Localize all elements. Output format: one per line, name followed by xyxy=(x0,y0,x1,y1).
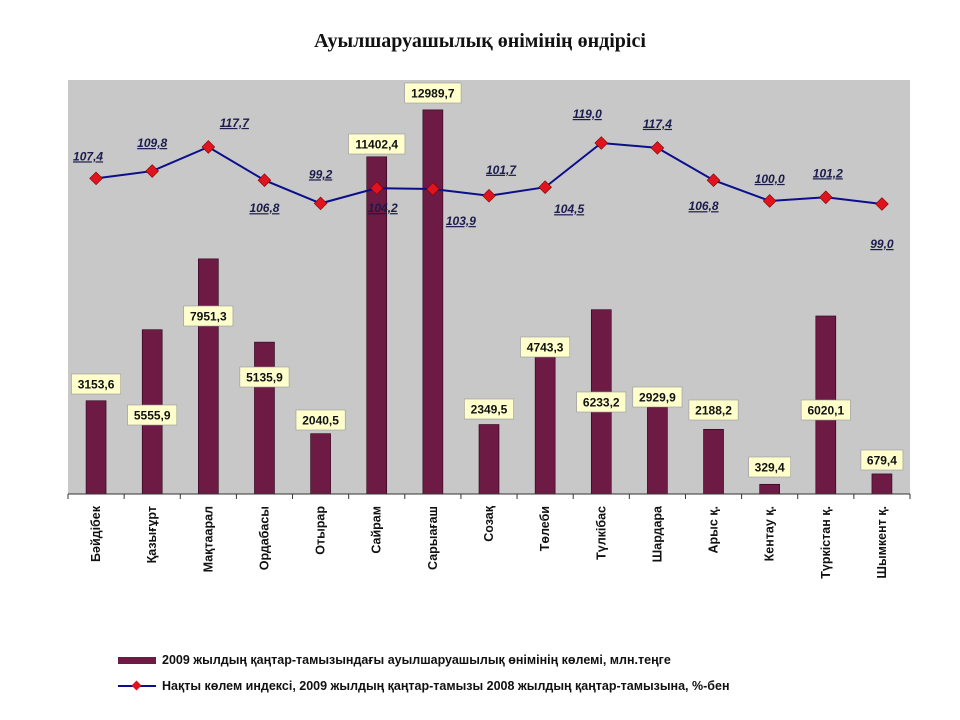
line-data-label: 99,2 xyxy=(309,167,333,181)
line-marker xyxy=(819,190,833,205)
line-marker xyxy=(145,164,159,178)
line-marker xyxy=(482,188,496,203)
line-marker xyxy=(257,173,272,187)
line-marker xyxy=(706,173,721,187)
bar-data-label: 329,4 xyxy=(755,461,785,475)
bar-data-label: 5135,9 xyxy=(246,371,283,385)
category-label: Шардара xyxy=(650,505,664,562)
bar-label-box xyxy=(748,456,791,478)
bar xyxy=(871,473,893,495)
category-label: Түлкібас xyxy=(594,506,608,560)
bar xyxy=(647,407,668,495)
line-data-label: 106,8 xyxy=(689,199,719,213)
line-marker xyxy=(762,194,777,208)
bar-data-label: 2188,2 xyxy=(695,404,732,418)
bar-data-label: 2349,5 xyxy=(471,403,508,417)
category-label: Шымкент қ. xyxy=(875,506,889,579)
bar xyxy=(198,258,219,495)
bar-data-label: 5555,9 xyxy=(134,409,171,423)
line-marker xyxy=(313,196,328,211)
line-data-label: 119,0 xyxy=(573,107,602,121)
category-label: Бәйдібек xyxy=(89,505,103,562)
bar-label-box xyxy=(295,409,346,431)
legend-label-bars: 2009 жылдың қаңтар-тамызындағы ауылшаруа… xyxy=(162,653,671,667)
bar-data-label: 2040,5 xyxy=(302,414,339,428)
line-marker xyxy=(875,197,889,211)
bar-label-box xyxy=(520,336,571,358)
legend: 2009 жылдың қаңтар-тамызындағы ауылшаруа… xyxy=(118,650,730,702)
legend-label-line: Нақты көлем индексі, 2009 жылдың қаңтар-… xyxy=(162,679,730,693)
category-label: Сайрам xyxy=(370,506,384,554)
bar-data-label: 11402,4 xyxy=(355,138,398,152)
bar-data-label: 6020,1 xyxy=(807,404,844,418)
line-data-label: 103,9 xyxy=(446,214,476,228)
line-marker xyxy=(369,181,384,195)
category-label: Төлеби xyxy=(538,506,552,551)
category-label: Отырар xyxy=(314,506,328,555)
legend-line-swatch xyxy=(118,680,156,691)
line-marker xyxy=(650,141,665,155)
bar-label-box xyxy=(800,399,851,421)
category-label: Кентау қ. xyxy=(763,506,777,561)
category-label: Түркістан қ. xyxy=(819,506,833,579)
legend-bar-swatch xyxy=(118,656,156,664)
bar-label-box xyxy=(127,404,178,426)
legend-item-bars: 2009 жылдың қаңтар-тамызындағы ауылшаруа… xyxy=(118,650,730,670)
bar-data-label: 2929,9 xyxy=(639,391,676,405)
bar-label-box xyxy=(239,366,290,388)
category-label: Мақтаарал xyxy=(201,506,215,572)
line-marker xyxy=(594,136,609,150)
line-data-label: 100,0 xyxy=(755,172,785,186)
category-label: Қазығұрт xyxy=(145,506,159,563)
bar-label-box xyxy=(404,82,462,104)
chart-title: Ауылшаруашылық өнімінің өндірісі xyxy=(314,30,646,52)
line-data-label: 109,8 xyxy=(137,136,167,150)
line-data-label: 99,0 xyxy=(870,237,894,251)
category-label: Сарыағаш xyxy=(426,506,440,570)
chart: 107,4 109,8 117,7 106,8 99,2 104,2 103,9 101,7 1… xyxy=(67,80,911,579)
line-data-label: 104,5 xyxy=(554,202,584,216)
line-data-label: 117,7 xyxy=(220,116,250,130)
category-label: Ордабасы xyxy=(257,506,271,570)
bar-data-label: 679,4 xyxy=(867,454,897,468)
line-marker xyxy=(89,171,103,186)
bar xyxy=(534,353,556,495)
category-label: Арыс қ. xyxy=(707,506,721,554)
bar-label-box xyxy=(348,133,406,155)
bar xyxy=(85,400,107,495)
legend-item-line: Нақты көлем индексі, 2009 жылдың қаңтар-… xyxy=(118,676,730,696)
bar-data-label: 3153,6 xyxy=(78,378,115,392)
line-marker xyxy=(538,180,552,195)
line-data-label: 117,4 xyxy=(643,117,672,131)
bar xyxy=(254,341,275,495)
bar-data-label: 7951,3 xyxy=(190,310,227,324)
category-label: Созақ xyxy=(482,505,496,541)
bar-label-box xyxy=(688,399,739,421)
line-marker xyxy=(426,182,440,196)
line-marker xyxy=(201,140,216,154)
line-data-label: 101,2 xyxy=(813,166,843,180)
bar-data-label: 4743,3 xyxy=(527,341,564,355)
line-data-label: 101,7 xyxy=(486,163,517,177)
bar xyxy=(310,433,331,495)
line-data-label: 106,8 xyxy=(249,201,279,215)
bar-label-box xyxy=(576,391,627,413)
bar xyxy=(703,428,724,495)
line-data-label: 107,4 xyxy=(73,149,103,163)
bar-label-box xyxy=(71,373,121,395)
bar-label-box xyxy=(183,305,234,327)
bar xyxy=(422,109,444,495)
bar xyxy=(478,424,500,495)
bar-data-label: 12989,7 xyxy=(411,87,455,101)
bar-label-box xyxy=(464,398,514,420)
bar-data-label: 6233,2 xyxy=(583,396,620,410)
line-data-label: 104,2 xyxy=(368,201,398,215)
bar-label-box xyxy=(860,449,904,471)
bar xyxy=(759,483,780,495)
bar-label-box xyxy=(632,386,683,408)
